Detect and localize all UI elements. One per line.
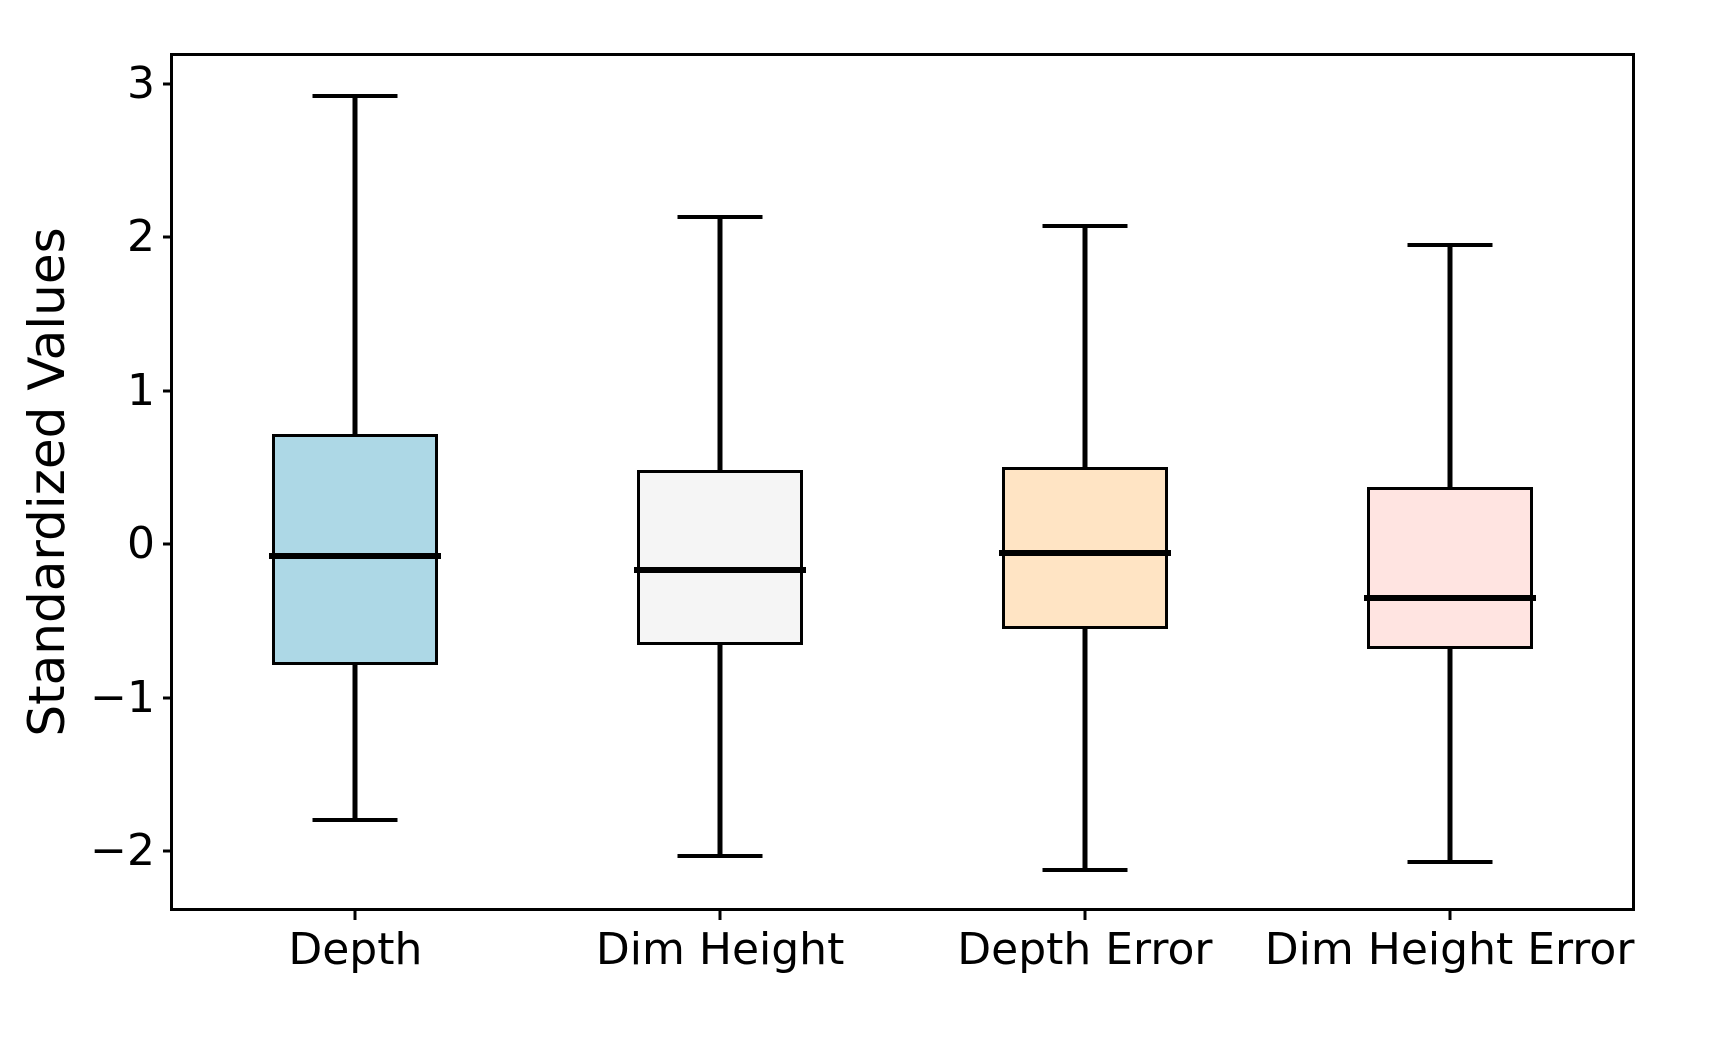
y-tick-mark (163, 696, 173, 700)
median-line-dim-height (634, 567, 807, 574)
lower-cap-dim-height (677, 853, 763, 858)
y-tick-label: −1 (90, 671, 155, 723)
x-tick-label-depth-error: Depth Error (957, 924, 1213, 975)
x-tick-mark (1448, 908, 1452, 920)
y-tick-label: 0 (127, 518, 155, 570)
lower-cap-dim-height-error (1407, 859, 1493, 864)
x-tick-label-dim-height-error: Dim Height Error (1264, 924, 1635, 975)
x-tick-mark (718, 908, 722, 920)
y-tick-mark (163, 849, 173, 853)
y-tick-label: 1 (127, 364, 155, 416)
lower-whisker-dim-height-error (1447, 648, 1453, 862)
x-tick-mark (353, 908, 357, 920)
lower-cap-depth (312, 818, 398, 823)
y-tick-label: 2 (127, 211, 155, 263)
x-tick-label-depth: Depth (288, 924, 423, 975)
median-line-dim-height-error (1363, 594, 1536, 601)
y-tick-mark (163, 235, 173, 239)
upper-cap-depth (312, 93, 398, 98)
upper-whisker-depth-error (1082, 226, 1088, 468)
upper-cap-dim-height-error (1407, 242, 1493, 247)
plot-area: 3 2 1 0 −1 −2 Depth Dim Height Depth Error Dim He… (90, 53, 1635, 972)
median-line-depth (269, 553, 442, 560)
box-depth-error (1001, 467, 1168, 629)
x-tick-label-dim-height: Dim Height (595, 924, 845, 975)
upper-cap-depth-error (1042, 224, 1128, 229)
y-tick-mark (163, 389, 173, 393)
box-depth (272, 433, 439, 666)
upper-whisker-dim-height-error (1447, 244, 1453, 488)
box-dim-height (637, 470, 804, 646)
upper-whisker-depth (352, 95, 358, 434)
lower-cap-depth-error (1042, 867, 1128, 872)
y-tick-mark (163, 82, 173, 86)
y-tick-label: 3 (127, 57, 155, 109)
x-tick-mark (1083, 908, 1087, 920)
lower-whisker-depth (352, 665, 358, 821)
box-dim-height-error (1366, 487, 1533, 649)
median-line-depth-error (998, 550, 1171, 557)
lower-whisker-dim-height (717, 645, 723, 856)
upper-cap-dim-height (677, 215, 763, 220)
y-tick-mark (163, 542, 173, 546)
y-axis-title: Standardized Values (18, 227, 76, 737)
lower-whisker-depth-error (1082, 628, 1088, 870)
upper-whisker-dim-height (717, 217, 723, 471)
y-tick-label: −2 (90, 825, 155, 877)
